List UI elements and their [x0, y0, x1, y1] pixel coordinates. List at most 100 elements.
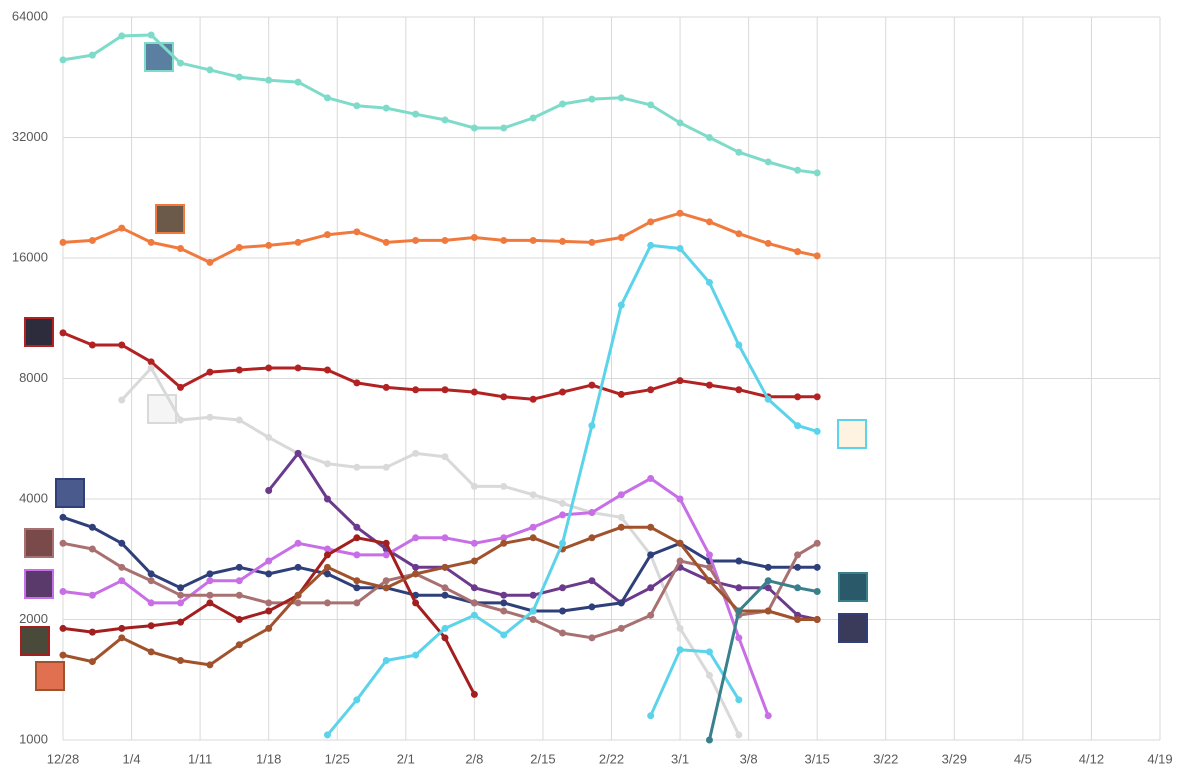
data-point [647, 475, 655, 483]
x-tick-label: 1/18 [256, 751, 281, 766]
avatar-icon [24, 569, 54, 599]
data-point [353, 228, 361, 236]
x-tick-label: 3/22 [873, 751, 898, 766]
data-point [323, 570, 331, 578]
data-point [500, 482, 508, 490]
data-point [353, 577, 361, 585]
data-point [412, 236, 420, 244]
data-point [206, 599, 214, 607]
x-tick-label: 2/1 [397, 751, 415, 766]
avatar-icon [20, 626, 50, 656]
series-line [267, 451, 818, 621]
data-point [265, 364, 273, 372]
data-point [559, 607, 567, 615]
data-point [470, 124, 478, 132]
y-tick-label: 16000 [12, 249, 48, 264]
data-point [118, 341, 126, 349]
data-point [676, 377, 684, 385]
data-point [813, 563, 821, 571]
data-point [813, 169, 821, 177]
data-point [705, 563, 713, 571]
data-point [323, 366, 331, 374]
data-point [559, 511, 567, 519]
data-point [764, 584, 772, 592]
data-point [412, 449, 420, 457]
data-point [265, 599, 273, 607]
data-point [764, 239, 772, 247]
data-point [59, 624, 67, 632]
data-point [147, 577, 155, 585]
data-point [529, 607, 537, 615]
data-point [470, 539, 478, 547]
avatar-icon [55, 478, 85, 508]
data-point [705, 577, 713, 585]
data-point [470, 690, 478, 698]
data-point [353, 463, 361, 471]
data-point [588, 238, 596, 246]
data-point [177, 618, 185, 626]
data-point [529, 616, 537, 623]
data-point [147, 648, 155, 656]
data-point [735, 386, 743, 394]
y-tick-label: 8000 [19, 370, 48, 385]
data-point [382, 584, 390, 592]
data-point [323, 563, 331, 571]
data-point [529, 236, 537, 244]
data-point [676, 557, 684, 565]
data-point [705, 218, 713, 226]
data-point [412, 110, 420, 118]
data-point [500, 631, 508, 639]
data-point [647, 551, 655, 559]
data-point [353, 551, 361, 559]
data-point [813, 427, 821, 435]
data-point [735, 634, 743, 642]
data-point [617, 94, 625, 102]
avatar-icon [155, 204, 185, 234]
data-point [441, 584, 449, 592]
data-point [323, 495, 331, 503]
data-point [206, 570, 214, 578]
data-point [147, 599, 155, 607]
data-point [235, 416, 243, 424]
series-line [62, 331, 818, 401]
data-point [529, 523, 537, 531]
data-point [676, 495, 684, 503]
data-point [441, 534, 449, 542]
data-point [705, 278, 713, 286]
data-point [764, 395, 772, 403]
data-point [265, 433, 273, 441]
data-point [353, 102, 361, 110]
data-point [500, 124, 508, 132]
data-point [177, 416, 185, 424]
data-point [617, 523, 625, 531]
y-tick-label: 32000 [12, 129, 48, 144]
data-point [559, 237, 567, 245]
data-point [441, 624, 449, 632]
data-point [118, 634, 126, 642]
data-point [617, 301, 625, 309]
data-point [206, 413, 214, 421]
data-point [118, 539, 126, 547]
data-point [382, 577, 390, 585]
data-point [353, 696, 361, 704]
data-point [265, 557, 273, 565]
data-point [118, 32, 126, 40]
data-point [647, 584, 655, 592]
data-point [118, 563, 126, 571]
data-point [147, 570, 155, 578]
data-point [147, 358, 155, 366]
data-point [647, 101, 655, 109]
data-point [294, 238, 302, 246]
x-tick-label: 4/19 [1147, 751, 1172, 766]
data-point [470, 482, 478, 490]
x-tick-label: 4/12 [1079, 751, 1104, 766]
data-point [265, 607, 273, 615]
data-point [177, 656, 185, 664]
data-point [177, 59, 185, 67]
x-tick-label: 2/8 [465, 751, 483, 766]
data-point [294, 591, 302, 599]
data-point [412, 570, 420, 578]
data-point [294, 78, 302, 86]
data-point [382, 551, 390, 559]
data-point [588, 381, 596, 389]
